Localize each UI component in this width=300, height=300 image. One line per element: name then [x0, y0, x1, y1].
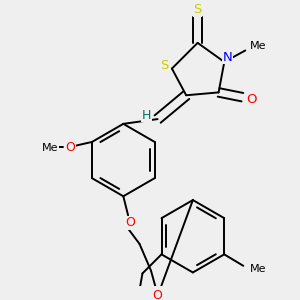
Text: S: S [160, 59, 169, 72]
Text: S: S [194, 3, 202, 16]
Text: O: O [125, 216, 135, 230]
Text: N: N [222, 51, 232, 64]
Text: O: O [65, 141, 75, 154]
Text: Me: Me [42, 143, 58, 153]
Text: O: O [153, 289, 163, 300]
Text: H: H [142, 109, 151, 122]
Text: Me: Me [250, 264, 267, 274]
Text: Me: Me [250, 41, 267, 51]
Text: O: O [247, 93, 257, 106]
